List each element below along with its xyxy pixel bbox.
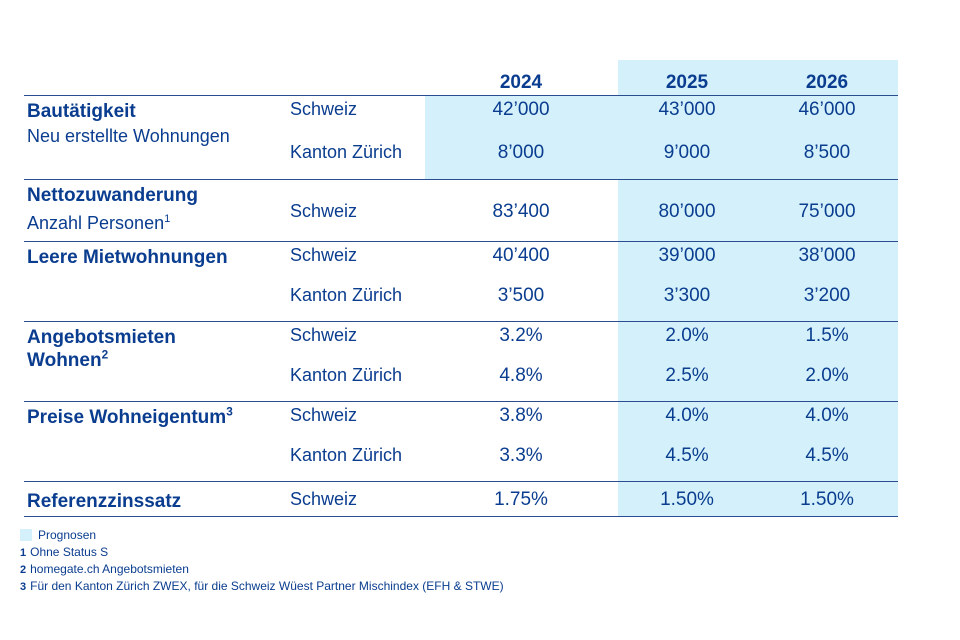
- row-divider: [24, 401, 898, 402]
- data-cell-2026: 46’000: [798, 99, 856, 120]
- region-label: Schweiz: [290, 201, 358, 221]
- footnote-2: 2 homegate.ch Angebotsmieten: [20, 563, 189, 576]
- data-cell-2025: 80’000: [658, 201, 716, 222]
- row-divider: [24, 481, 898, 482]
- data-cell-2026: 2.0%: [805, 365, 849, 386]
- region-label: Schweiz: [290, 325, 358, 345]
- category-label: Nettozuwanderung: [27, 185, 198, 206]
- legend-label: Prognosen: [38, 528, 97, 542]
- footnote-mark: 2: [20, 564, 27, 576]
- data-cell-2024: 3’500: [497, 285, 545, 306]
- row-divider: [24, 241, 898, 242]
- data-cell-2025: 2.0%: [665, 325, 709, 346]
- data-cell-2026: 38’000: [798, 245, 856, 266]
- data-cell-2024: 1.75%: [494, 489, 548, 510]
- data-cell-2026: 1.5%: [805, 325, 849, 346]
- forecast-shade-columns: [618, 60, 898, 516]
- category-label: Bautätigkeit: [27, 101, 136, 122]
- data-cell-2025: 1.50%: [660, 489, 714, 510]
- region-label: Schweiz: [290, 489, 358, 509]
- region-label: Kanton Zürich: [290, 285, 403, 305]
- data-cell-2024: 4.8%: [499, 365, 543, 386]
- data-cell-2024: 3.8%: [499, 405, 543, 426]
- row-divider: [24, 321, 898, 322]
- column-header-2024: 2024: [499, 72, 543, 93]
- category-subtitle: Neu erstellte Wohnungen: [27, 126, 230, 146]
- data-cell-2024: 83’400: [492, 201, 550, 222]
- data-cell-2026: 1.50%: [800, 489, 854, 510]
- row-divider: [24, 179, 898, 180]
- column-header-2025: 2025: [665, 72, 709, 93]
- category-label-line2: Wohnen2: [27, 348, 109, 371]
- category-label: Leere Mietwohnungen: [27, 247, 228, 268]
- row-divider: [24, 516, 898, 517]
- data-cell-2025: 9’000: [663, 142, 711, 163]
- bautaetigkeit-shade: [425, 95, 618, 179]
- data-cell-2025: 2.5%: [665, 365, 709, 386]
- data-cell-2026: 3’200: [803, 285, 851, 306]
- footnote-marker: 3: [226, 405, 233, 419]
- region-label: Kanton Zürich: [290, 445, 403, 465]
- data-cell-2024: 40’400: [492, 245, 550, 266]
- data-cell-2026: 4.5%: [805, 445, 849, 466]
- data-cell-2026: 75’000: [798, 201, 856, 222]
- data-cell-2024: 42’000: [492, 99, 550, 120]
- column-header-2026: 2026: [805, 72, 849, 93]
- region-label: Kanton Zürich: [290, 365, 403, 385]
- footnote-text: Ohne Status S: [30, 545, 109, 559]
- data-cell-2026: 4.0%: [805, 405, 849, 426]
- footnote-marker: 2: [101, 348, 109, 362]
- footnote-mark: 3: [20, 581, 27, 593]
- region-label: Schweiz: [290, 405, 358, 425]
- data-cell-2024: 3.2%: [499, 325, 543, 346]
- footnote-marker: 1: [164, 213, 171, 225]
- forecast-legend-swatch: [20, 529, 32, 541]
- region-label: Schweiz: [290, 99, 358, 119]
- category-label: Preise Wohneigentum3: [27, 405, 233, 428]
- region-label: Kanton Zürich: [290, 142, 403, 162]
- row-divider: [24, 95, 898, 96]
- region-label: Schweiz: [290, 245, 358, 265]
- category-label: Angebotsmieten: [27, 327, 176, 348]
- data-cell-2025: 39’000: [658, 245, 716, 266]
- footnote-text: Für den Kanton Zürich ZWEX, für die Schw…: [30, 579, 504, 593]
- data-cell-2025: 43’000: [658, 99, 716, 120]
- category-label: Referenzzinssatz: [27, 491, 182, 512]
- data-cell-2024: 3.3%: [499, 445, 543, 466]
- data-cell-2025: 4.5%: [665, 445, 709, 466]
- data-cell-2024: 8’000: [497, 142, 545, 163]
- category-subtitle: Anzahl Personen1: [27, 213, 171, 233]
- footnote-text: homegate.ch Angebotsmieten: [30, 562, 189, 576]
- data-cell-2025: 3’300: [663, 285, 711, 306]
- data-cell-2026: 8’500: [803, 142, 851, 163]
- footnote-mark: 1: [20, 547, 27, 559]
- footnote-1: 1 Ohne Status S: [20, 546, 108, 559]
- data-cell-2025: 4.0%: [665, 405, 709, 426]
- footnote-3: 3 Für den Kanton Zürich ZWEX, für die Sch…: [20, 580, 504, 593]
